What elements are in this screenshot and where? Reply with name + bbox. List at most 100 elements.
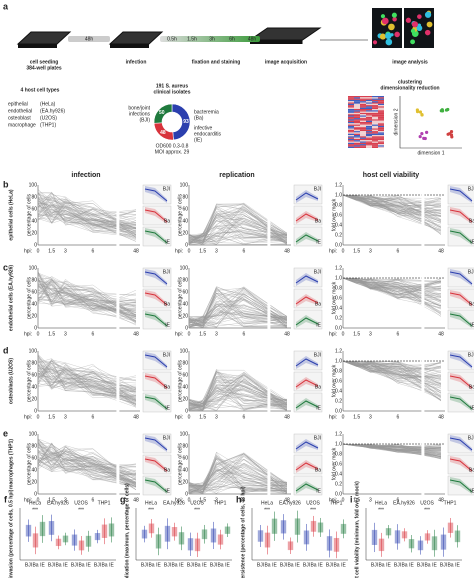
trace	[188, 477, 288, 494]
label: 0	[37, 497, 40, 503]
group-mean	[449, 292, 473, 306]
group-mean	[449, 396, 473, 410]
heatmap-cell	[348, 135, 354, 137]
group-band	[296, 377, 318, 390]
label: IE	[470, 405, 474, 411]
heatmap-cell	[354, 145, 360, 147]
trace	[188, 208, 288, 244]
label: 3	[64, 248, 67, 254]
label: BJI	[94, 562, 101, 568]
label: 0	[342, 248, 345, 254]
heatmap-cell	[366, 98, 372, 100]
label: 40	[182, 467, 188, 473]
label: Ba	[55, 562, 61, 568]
label: Ba	[333, 562, 339, 568]
heatmap-cell	[372, 141, 378, 143]
label: IE	[40, 562, 45, 568]
label: 0	[342, 331, 345, 337]
heatmap-cell	[372, 137, 378, 139]
label: IE	[109, 562, 114, 568]
label: hpi:	[175, 497, 183, 503]
label: bacteremia	[194, 109, 219, 115]
label: IE	[316, 488, 321, 494]
axis	[188, 434, 291, 495]
trace	[37, 354, 137, 389]
label: image acquisition	[265, 59, 307, 65]
heatmap-cell	[348, 103, 354, 106]
heatmap-cell	[372, 120, 378, 122]
label: BJI	[257, 562, 264, 568]
label: IE	[165, 488, 170, 494]
heatmap-cell	[354, 111, 360, 113]
heatmap-cell	[354, 115, 360, 117]
trace	[37, 196, 137, 219]
heatmap-cell	[360, 103, 366, 106]
label: 0.2	[335, 481, 342, 487]
label: IE	[470, 488, 474, 494]
heatmap-cell	[378, 133, 384, 135]
label: 48	[133, 248, 139, 254]
label: hpi:	[24, 414, 32, 420]
heatmap-cell	[348, 101, 354, 103]
box	[408, 539, 415, 549]
label: 0	[342, 414, 345, 420]
heatmap-cell	[366, 131, 372, 133]
trace	[37, 203, 137, 232]
heatmap-cell	[366, 106, 372, 108]
heatmap-cell	[348, 133, 354, 135]
label: 20	[31, 479, 37, 485]
label: EA.hy926	[393, 500, 415, 506]
heatmap-cell	[348, 145, 354, 147]
heatmap-cell	[354, 106, 360, 108]
heatmap-cell	[348, 96, 354, 98]
trace	[37, 370, 137, 388]
heatmap-cell	[378, 107, 384, 109]
box	[271, 518, 278, 534]
group-band	[296, 294, 318, 307]
label: g	[120, 494, 126, 504]
heatmap-cell	[360, 102, 366, 104]
label: 0	[188, 331, 191, 337]
label: 3	[369, 497, 372, 503]
label: EA.hy926	[163, 500, 185, 506]
label: BJI	[314, 435, 321, 441]
axis	[342, 268, 445, 329]
heatmap-cell	[378, 110, 384, 112]
cluster-point	[446, 132, 450, 136]
heatmap-cell	[378, 116, 384, 119]
heatmap-cell	[366, 122, 372, 124]
box	[108, 523, 115, 537]
label: IE	[272, 562, 277, 568]
label: Ba	[315, 384, 321, 390]
trace	[37, 454, 137, 487]
label: 100	[180, 431, 189, 437]
trace	[188, 311, 288, 328]
axis-break	[421, 349, 425, 413]
label: BJI	[164, 562, 171, 568]
heatmap-cell	[372, 138, 378, 141]
trace	[188, 293, 288, 326]
trace	[342, 278, 442, 306]
heatmap-cell	[372, 132, 378, 134]
label: 60	[31, 289, 37, 295]
label: IE	[455, 562, 460, 568]
label: 20	[182, 230, 188, 236]
heatmap-cell	[366, 135, 372, 137]
heatmap-cell	[354, 137, 360, 139]
heatmap-cell	[372, 114, 378, 116]
label: IE	[470, 239, 474, 245]
label: 40	[31, 384, 37, 390]
trace	[188, 466, 288, 493]
label: 0.5h	[167, 36, 177, 42]
label: clustering	[398, 79, 422, 85]
heatmap-cell	[372, 105, 378, 107]
trace	[342, 361, 442, 378]
heatmap-cell	[378, 122, 384, 124]
heatmap-cell	[360, 128, 366, 130]
label: 40	[31, 218, 37, 224]
label: Ba	[401, 562, 407, 568]
axis-break	[421, 266, 425, 330]
label: EA.hy926	[47, 500, 69, 506]
axis	[37, 185, 140, 246]
trace	[188, 467, 288, 493]
